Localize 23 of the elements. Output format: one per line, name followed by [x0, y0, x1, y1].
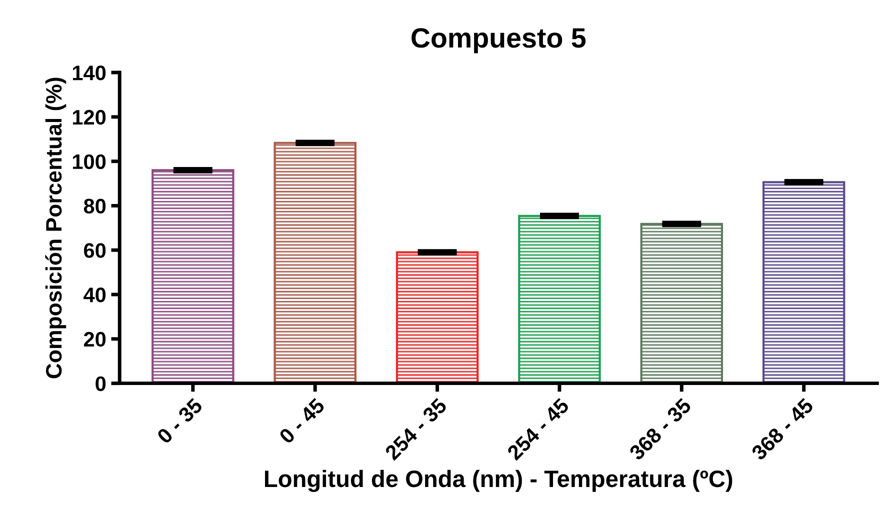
- y-tick-label: 120: [72, 110, 106, 125]
- y-tick-label: 0: [96, 376, 106, 392]
- y-tick-label: 40: [84, 288, 106, 302]
- y-axis-title: Composición Porcentual (%): [45, 78, 66, 378]
- y-tick-label: 80: [84, 198, 106, 214]
- y-tick-label: 20: [84, 332, 106, 347]
- bar: [274, 142, 356, 384]
- x-tick-label: 254 - 45: [506, 397, 570, 461]
- chart-title: Compuesto 5: [412, 28, 586, 54]
- x-tick-label: 0 - 35: [156, 397, 204, 444]
- y-tick-label: 140: [72, 66, 106, 80]
- y-tick-label: 100: [72, 154, 106, 170]
- x-tick-label: 254 - 35: [384, 397, 448, 461]
- bar: [518, 214, 601, 384]
- bar: [152, 169, 234, 384]
- x-tick-label: 0 - 45: [278, 397, 326, 444]
- x-tick-label: 368 - 35: [628, 397, 692, 462]
- bar: [762, 181, 846, 384]
- bar: [396, 251, 479, 384]
- x-tick-label: 368 - 45: [750, 397, 814, 462]
- y-tick-label: 60: [84, 243, 106, 258]
- x-axis-title: Longitud de Onda (nm) - Temperatura (ºC): [265, 470, 732, 492]
- bar: [640, 222, 724, 384]
